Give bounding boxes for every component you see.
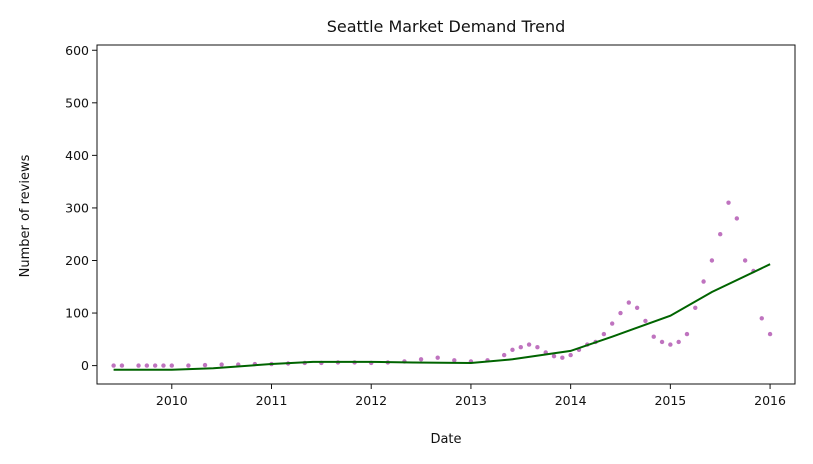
x-axis: 2010 2011 2012 2013 2014 2015 2016 [156,384,786,408]
data-point [767,331,773,337]
data-point [452,358,457,363]
x-tick-label: 2012 [355,393,387,408]
x-tick-label: 2014 [555,393,587,408]
x-tick-label: 2011 [256,393,288,408]
scatter-points [111,200,773,368]
data-point [111,363,116,368]
data-point [659,339,665,345]
data-point [618,310,623,316]
data-point [219,362,224,367]
data-point [684,331,690,337]
data-point [651,334,656,339]
y-axis-label: Number of reviews [18,154,33,277]
data-point [186,363,191,368]
y-tick-label: 300 [65,200,89,215]
y-tick-label: 600 [65,43,89,58]
data-point [202,362,208,368]
data-point [510,347,515,353]
y-tick-label: 100 [65,306,89,321]
data-point [568,352,573,358]
data-point [726,200,731,205]
data-point [676,339,681,345]
data-point [693,305,698,310]
data-point [560,355,565,360]
data-point [609,321,615,326]
data-point [161,363,166,368]
trend-line [113,263,771,371]
chart-title: Seattle Market Demand Trend [327,17,566,36]
x-tick-label: 2013 [455,393,487,408]
data-point [709,258,715,263]
x-axis-label: Date [430,432,461,447]
data-point [643,318,648,324]
data-point [634,305,640,310]
data-point [626,300,632,305]
data-point [501,352,507,358]
trend-line-layer [113,263,771,371]
x-tick-label: 2016 [754,393,786,408]
data-point [718,232,723,237]
data-point [734,216,740,221]
data-point [701,279,706,284]
data-point [601,331,607,337]
x-tick-label: 2010 [156,393,188,408]
data-point [418,357,424,362]
data-point [535,345,540,350]
x-tick-label: 2015 [654,393,686,408]
data-point [136,363,141,368]
plot-area [96,44,796,385]
data-point [551,353,557,359]
y-tick-label: 0 [81,358,89,373]
y-tick-label: 400 [65,148,89,163]
data-point [119,363,125,368]
data-point [144,363,150,368]
data-point [435,355,440,360]
y-axis: 0 100 200 300 400 500 600 [65,43,97,373]
data-point [518,345,523,350]
data-point [742,258,748,263]
data-point [152,363,158,368]
data-point [169,363,174,368]
data-point [668,342,673,347]
data-point [759,316,764,321]
y-tick-label: 200 [65,253,89,268]
data-point [526,342,532,347]
y-tick-label: 500 [65,95,89,110]
